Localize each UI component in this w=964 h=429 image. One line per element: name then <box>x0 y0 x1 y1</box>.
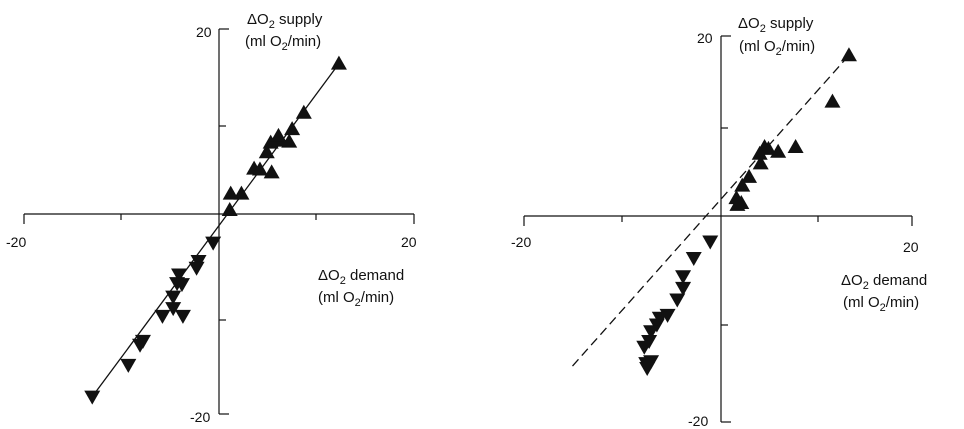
right-y-axis-unit: (ml O2/min) <box>739 38 815 58</box>
right-triangle-up-point-6 <box>752 155 769 170</box>
right-triangle-down-point-3 <box>675 281 692 296</box>
right-plot-marks <box>572 47 857 376</box>
left-triangle-up-point-1 <box>295 104 312 119</box>
left-x-tick-label-max: 20 <box>401 234 417 250</box>
right-triangle-up-point-1 <box>824 93 841 108</box>
left-x-axis-label: ΔO2 demand <box>318 267 404 287</box>
left-triangle-down-point-12 <box>120 358 137 373</box>
right-triangle-up-point-0 <box>840 47 857 62</box>
left-triangle-up-point-8 <box>251 161 268 176</box>
left-triangle-up-point-11 <box>222 185 239 200</box>
right-triangle-up-point-11 <box>729 196 746 211</box>
right-x-axis-label: ΔO2 demand <box>841 272 927 292</box>
left-panel: -20 20 20 -20 ΔO2 supply (ml O2/min) ΔO2… <box>6 11 417 425</box>
right-triangle-up-point-2 <box>787 138 804 153</box>
left-triangle-up-point-2 <box>284 121 301 136</box>
right-triangle-up-point-12 <box>751 145 768 160</box>
left-y-axis-unit: (ml O2/min) <box>245 33 321 53</box>
left-y-tick-label-max: 20 <box>196 24 212 40</box>
left-triangle-up-point-10 <box>233 185 250 200</box>
left-triangle-down-point-6 <box>165 290 182 305</box>
left-fit-line <box>91 63 340 398</box>
left-triangle-down-point-5 <box>173 278 190 293</box>
right-x-axis-unit: (ml O2/min) <box>843 294 919 314</box>
left-triangle-up-point-6 <box>258 144 275 159</box>
right-triangle-down-point-10 <box>636 340 653 355</box>
right-y-axis-label: ΔO2 supply <box>738 15 814 35</box>
left-x-axis-unit: (ml O2/min) <box>318 289 394 309</box>
left-triangle-down-point-0 <box>205 236 222 251</box>
right-triangle-down-point-8 <box>643 325 660 340</box>
left-plot-marks <box>84 55 347 405</box>
right-y-tick-label-max: 20 <box>697 30 713 46</box>
right-fit-line <box>572 54 850 367</box>
right-triangle-down-point-13 <box>639 361 656 376</box>
left-y-axis-label: ΔO2 supply <box>247 11 323 31</box>
right-triangle-down-point-0 <box>702 235 719 250</box>
right-triangle-up-point-8 <box>734 177 751 192</box>
left-triangle-down-point-8 <box>154 309 171 324</box>
right-panel: -20 20 20 -20 ΔO2 supply (ml O2/min) ΔO2… <box>511 15 927 429</box>
right-x-tick-label-min: -20 <box>511 234 531 250</box>
left-triangle-down-point-3 <box>171 268 188 283</box>
right-y-tick-label-min: -20 <box>688 413 708 429</box>
left-triangle-down-point-9 <box>174 309 191 324</box>
left-triangle-down-point-2 <box>188 261 205 276</box>
right-triangle-down-point-2 <box>675 270 692 285</box>
left-triangle-down-point-7 <box>165 302 182 317</box>
right-triangle-down-point-1 <box>685 251 702 266</box>
right-triangle-down-point-4 <box>669 293 686 308</box>
left-triangle-up-point-13 <box>270 127 287 142</box>
left-triangle-down-point-13 <box>84 390 101 405</box>
left-triangle-up-point-0 <box>330 55 347 70</box>
left-triangle-up-point-9 <box>263 164 280 179</box>
left-y-tick-label-min: -20 <box>190 409 210 425</box>
left-triangle-up-point-12 <box>221 201 238 216</box>
right-triangle-up-point-7 <box>741 168 758 183</box>
left-triangle-down-point-11 <box>132 338 149 353</box>
right-x-tick-label-max: 20 <box>903 239 919 255</box>
left-x-tick-label-min: -20 <box>6 234 26 250</box>
